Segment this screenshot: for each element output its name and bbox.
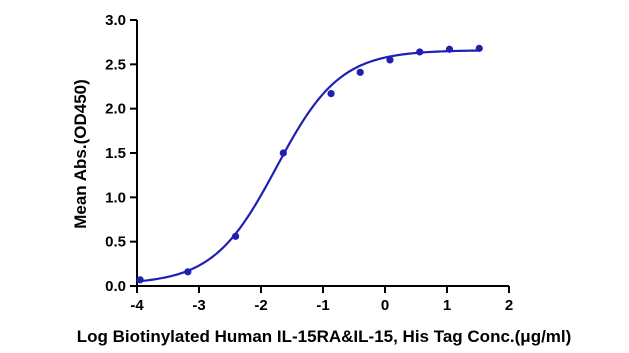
- data-point: [445, 45, 454, 53]
- x-tick-label: 2: [505, 297, 513, 314]
- y-tick-label: 1.0: [105, 189, 126, 206]
- x-tick-label: 0: [381, 297, 389, 314]
- data-point: [386, 56, 394, 64]
- x-axis-title: Log Biotinylated Human IL-15RA&IL-15, Hi…: [77, 327, 572, 346]
- data-point: [231, 232, 240, 240]
- x-tick-label: 1: [443, 297, 451, 314]
- data-point: [279, 149, 287, 157]
- y-axis-title: Mean Abs.(OD450): [71, 79, 90, 229]
- data-point: [327, 89, 335, 98]
- y-axis: 0.0 0.5 1.0 1.5 2.0 2.5 3.0: [105, 12, 138, 295]
- y-tick-label: 0.5: [105, 234, 126, 251]
- data-point: [136, 276, 144, 284]
- data-point: [184, 268, 192, 276]
- data-points: [136, 44, 483, 284]
- y-tick-label: 2.5: [105, 56, 126, 73]
- x-tick-label: -2: [254, 297, 267, 314]
- data-point: [416, 48, 424, 56]
- y-tick-label: 0.0: [105, 278, 126, 295]
- x-tick-label: -1: [316, 297, 329, 314]
- y-tick-label: 2.0: [105, 101, 126, 118]
- y-tick-label: 1.5: [105, 145, 126, 162]
- data-point: [356, 68, 364, 76]
- x-axis: -4 -3 -2 -1 0 1 2: [130, 285, 513, 314]
- fit-curve: [139, 49, 480, 283]
- x-tick-label: -3: [192, 297, 205, 314]
- x-tick-label: -4: [130, 297, 144, 314]
- y-tick-label: 3.0: [105, 12, 126, 29]
- data-point: [475, 44, 483, 52]
